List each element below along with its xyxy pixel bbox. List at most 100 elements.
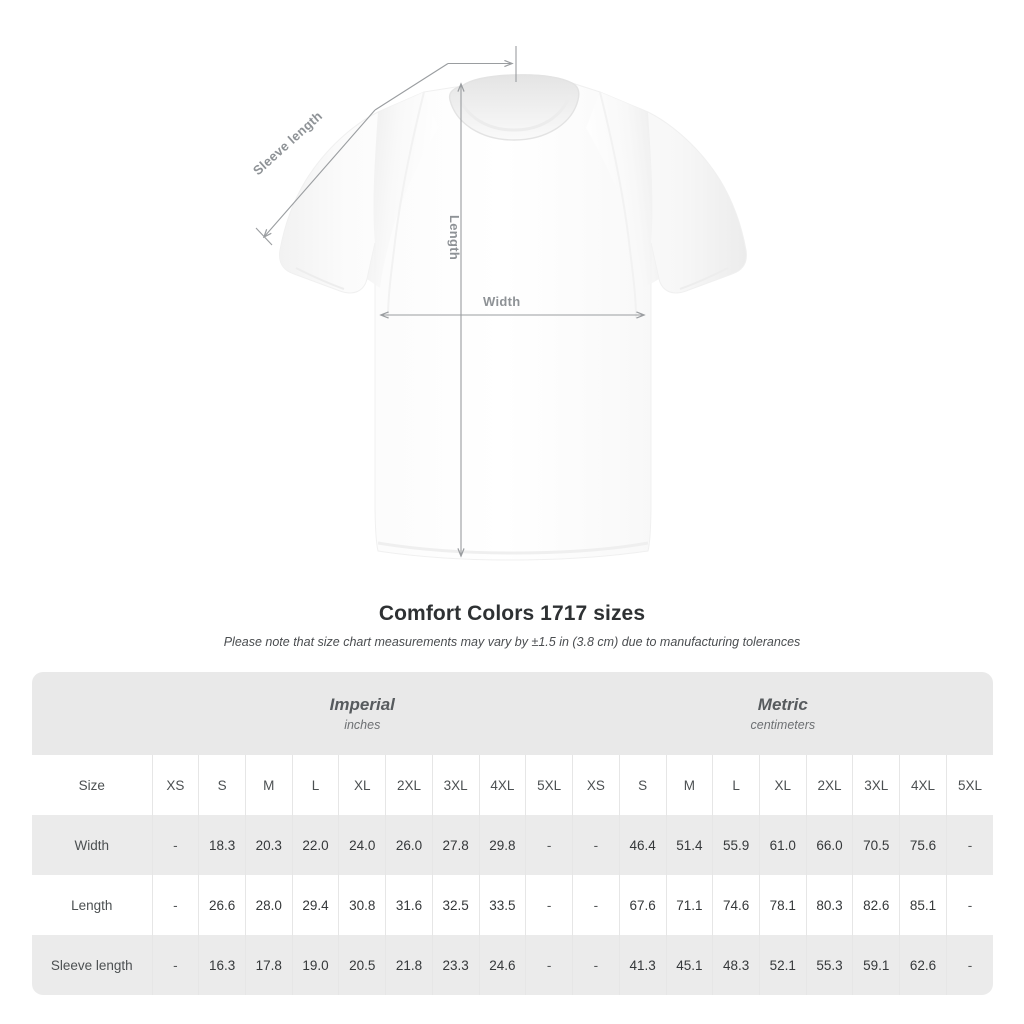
cell-sleeve-length-imperial-xs: - bbox=[151, 935, 199, 995]
cell-length-metric-l: 74.6 bbox=[712, 875, 760, 935]
cell-length-metric-4xl: 85.1 bbox=[899, 875, 947, 935]
unit-system-subtitle: centimeters bbox=[750, 717, 816, 732]
empty-value: - bbox=[593, 897, 599, 913]
unit-system-name: Imperial bbox=[329, 695, 395, 715]
size-header-2xl: 2XL bbox=[805, 755, 853, 815]
tshirt-shape bbox=[279, 74, 747, 561]
cell-sleeve-length-imperial-m: 17.8 bbox=[244, 935, 293, 995]
cell-sleeve-length-imperial-s: 16.3 bbox=[198, 935, 246, 995]
empty-value: - bbox=[967, 957, 973, 973]
empty-value: - bbox=[967, 897, 973, 913]
cell-width-imperial-4xl: 29.8 bbox=[478, 815, 526, 875]
empty-value: - bbox=[967, 837, 973, 853]
empty-value: - bbox=[173, 897, 178, 913]
tolerance-note: Please note that size chart measurements… bbox=[223, 635, 801, 649]
size-chart-table-container: Imperial inches Metric centimeters Size XS S M L… bbox=[32, 672, 993, 995]
width-dimension-label: Width bbox=[483, 294, 521, 309]
size-header-m: M bbox=[665, 755, 713, 815]
cell-sleeve-length-metric-l: 48.3 bbox=[712, 935, 760, 995]
size-header-xs: XS bbox=[572, 755, 620, 815]
size-header-5xl: 5XL bbox=[945, 755, 993, 815]
empty-value: - bbox=[593, 957, 599, 973]
table-row: Width - 18.3 20.3 22.0 24.0 26.0 27.8 29.8 - - 46.4… bbox=[32, 815, 993, 875]
size-header-xs: XS bbox=[151, 755, 199, 815]
empty-value: - bbox=[173, 837, 178, 853]
empty-value: - bbox=[546, 897, 552, 913]
unit-system-header-metric: Metric centimeters bbox=[572, 672, 993, 755]
empty-value: - bbox=[593, 837, 599, 853]
cell-width-metric-2xl: 66.0 bbox=[805, 815, 853, 875]
page-title: Comfort Colors 1717 sizes bbox=[378, 602, 646, 625]
cell-sleeve-length-metric-s: 41.3 bbox=[618, 935, 666, 995]
row-label-length: Length bbox=[32, 875, 152, 935]
cell-length-imperial-l: 29.4 bbox=[291, 875, 339, 935]
cell-width-imperial-l: 22.0 bbox=[291, 815, 339, 875]
cell-length-metric-3xl: 82.6 bbox=[852, 875, 900, 935]
size-column-header: Size bbox=[32, 755, 152, 815]
empty-value: - bbox=[546, 957, 552, 973]
size-header-row: Size XS S M L XL 2XL 3XL 4XL 5XL XS S M L XL 2XL 3XL 4XL 5… bbox=[32, 755, 993, 815]
cell-width-metric-4xl: 75.6 bbox=[899, 815, 947, 875]
size-header-xl: XL bbox=[338, 755, 386, 815]
cell-sleeve-length-metric-xl: 52.1 bbox=[758, 935, 807, 995]
unit-system-band: Imperial inches Metric centimeters bbox=[32, 672, 993, 755]
size-header-l: L bbox=[712, 755, 760, 815]
cell-length-metric-s: 67.6 bbox=[618, 875, 666, 935]
row-label-width: Width bbox=[32, 815, 152, 875]
cell-length-imperial-5xl: - bbox=[525, 875, 573, 935]
cell-width-metric-s: 46.4 bbox=[618, 815, 666, 875]
unit-system-name: Metric bbox=[757, 695, 808, 715]
tshirt-diagram: Sleeve length Length Width bbox=[250, 46, 747, 561]
cell-length-imperial-4xl: 33.5 bbox=[478, 875, 526, 935]
unit-system-header-imperial: Imperial inches bbox=[152, 672, 573, 755]
cell-length-imperial-xs: - bbox=[151, 875, 199, 935]
cell-width-metric-xl: 61.0 bbox=[758, 815, 807, 875]
size-header-4xl: 4XL bbox=[478, 755, 526, 815]
cell-length-imperial-2xl: 31.6 bbox=[385, 875, 433, 935]
size-header-3xl: 3XL bbox=[431, 755, 480, 815]
unit-system-subtitle: inches bbox=[344, 717, 381, 732]
size-header-3xl: 3XL bbox=[852, 755, 900, 815]
cell-sleeve-length-imperial-4xl: 24.6 bbox=[478, 935, 526, 995]
cell-sleeve-length-metric-xs: - bbox=[572, 935, 620, 995]
row-label-sleeve-length: Sleeve length bbox=[32, 935, 152, 995]
cell-length-imperial-m: 28.0 bbox=[244, 875, 293, 935]
length-dimension-label: Length bbox=[447, 215, 462, 261]
size-header-m: M bbox=[244, 755, 293, 815]
size-chart-table: Imperial inches Metric centimeters Size XS S M L… bbox=[32, 672, 993, 995]
cell-length-metric-xl: 78.1 bbox=[758, 875, 807, 935]
cell-length-imperial-3xl: 32.5 bbox=[431, 875, 480, 935]
cell-width-metric-5xl: - bbox=[945, 815, 993, 875]
table-row: Sleeve length - 16.3 17.8 19.0 20.5 21.8 23.3 24… bbox=[32, 935, 993, 995]
cell-sleeve-length-metric-4xl: 62.6 bbox=[899, 935, 947, 995]
cell-sleeve-length-metric-3xl: 59.1 bbox=[852, 935, 900, 995]
size-header-s: S bbox=[198, 755, 246, 815]
cell-sleeve-length-metric-5xl: - bbox=[945, 935, 993, 995]
cell-length-metric-xs: - bbox=[572, 875, 620, 935]
cell-width-imperial-xl: 24.0 bbox=[338, 815, 386, 875]
cell-length-metric-2xl: 80.3 bbox=[805, 875, 853, 935]
table-row: Length - 26.6 28.0 29.4 30.8 31.6 32.5 33.5 - - 67.… bbox=[32, 875, 993, 935]
size-header-l: L bbox=[291, 755, 339, 815]
cell-width-imperial-2xl: 26.0 bbox=[385, 815, 433, 875]
cell-length-imperial-s: 26.6 bbox=[198, 875, 246, 935]
cell-sleeve-length-imperial-xl: 20.5 bbox=[338, 935, 386, 995]
cell-length-imperial-xl: 30.8 bbox=[338, 875, 386, 935]
cell-width-imperial-m: 20.3 bbox=[244, 815, 293, 875]
cell-width-metric-3xl: 70.5 bbox=[852, 815, 900, 875]
unit-band-corner bbox=[32, 672, 152, 755]
cell-sleeve-length-metric-m: 45.1 bbox=[665, 935, 713, 995]
size-header-5xl: 5XL bbox=[525, 755, 573, 815]
empty-value: - bbox=[546, 837, 552, 853]
cell-width-imperial-xs: - bbox=[151, 815, 199, 875]
cell-length-metric-5xl: - bbox=[945, 875, 993, 935]
cell-width-metric-l: 55.9 bbox=[712, 815, 760, 875]
cell-width-imperial-s: 18.3 bbox=[198, 815, 246, 875]
cell-sleeve-length-imperial-l: 19.0 bbox=[291, 935, 339, 995]
size-header-4xl: 4XL bbox=[899, 755, 947, 815]
cell-width-metric-xs: - bbox=[572, 815, 620, 875]
cell-sleeve-length-imperial-5xl: - bbox=[525, 935, 573, 995]
cell-sleeve-length-metric-2xl: 55.3 bbox=[805, 935, 853, 995]
cell-length-metric-m: 71.1 bbox=[665, 875, 713, 935]
